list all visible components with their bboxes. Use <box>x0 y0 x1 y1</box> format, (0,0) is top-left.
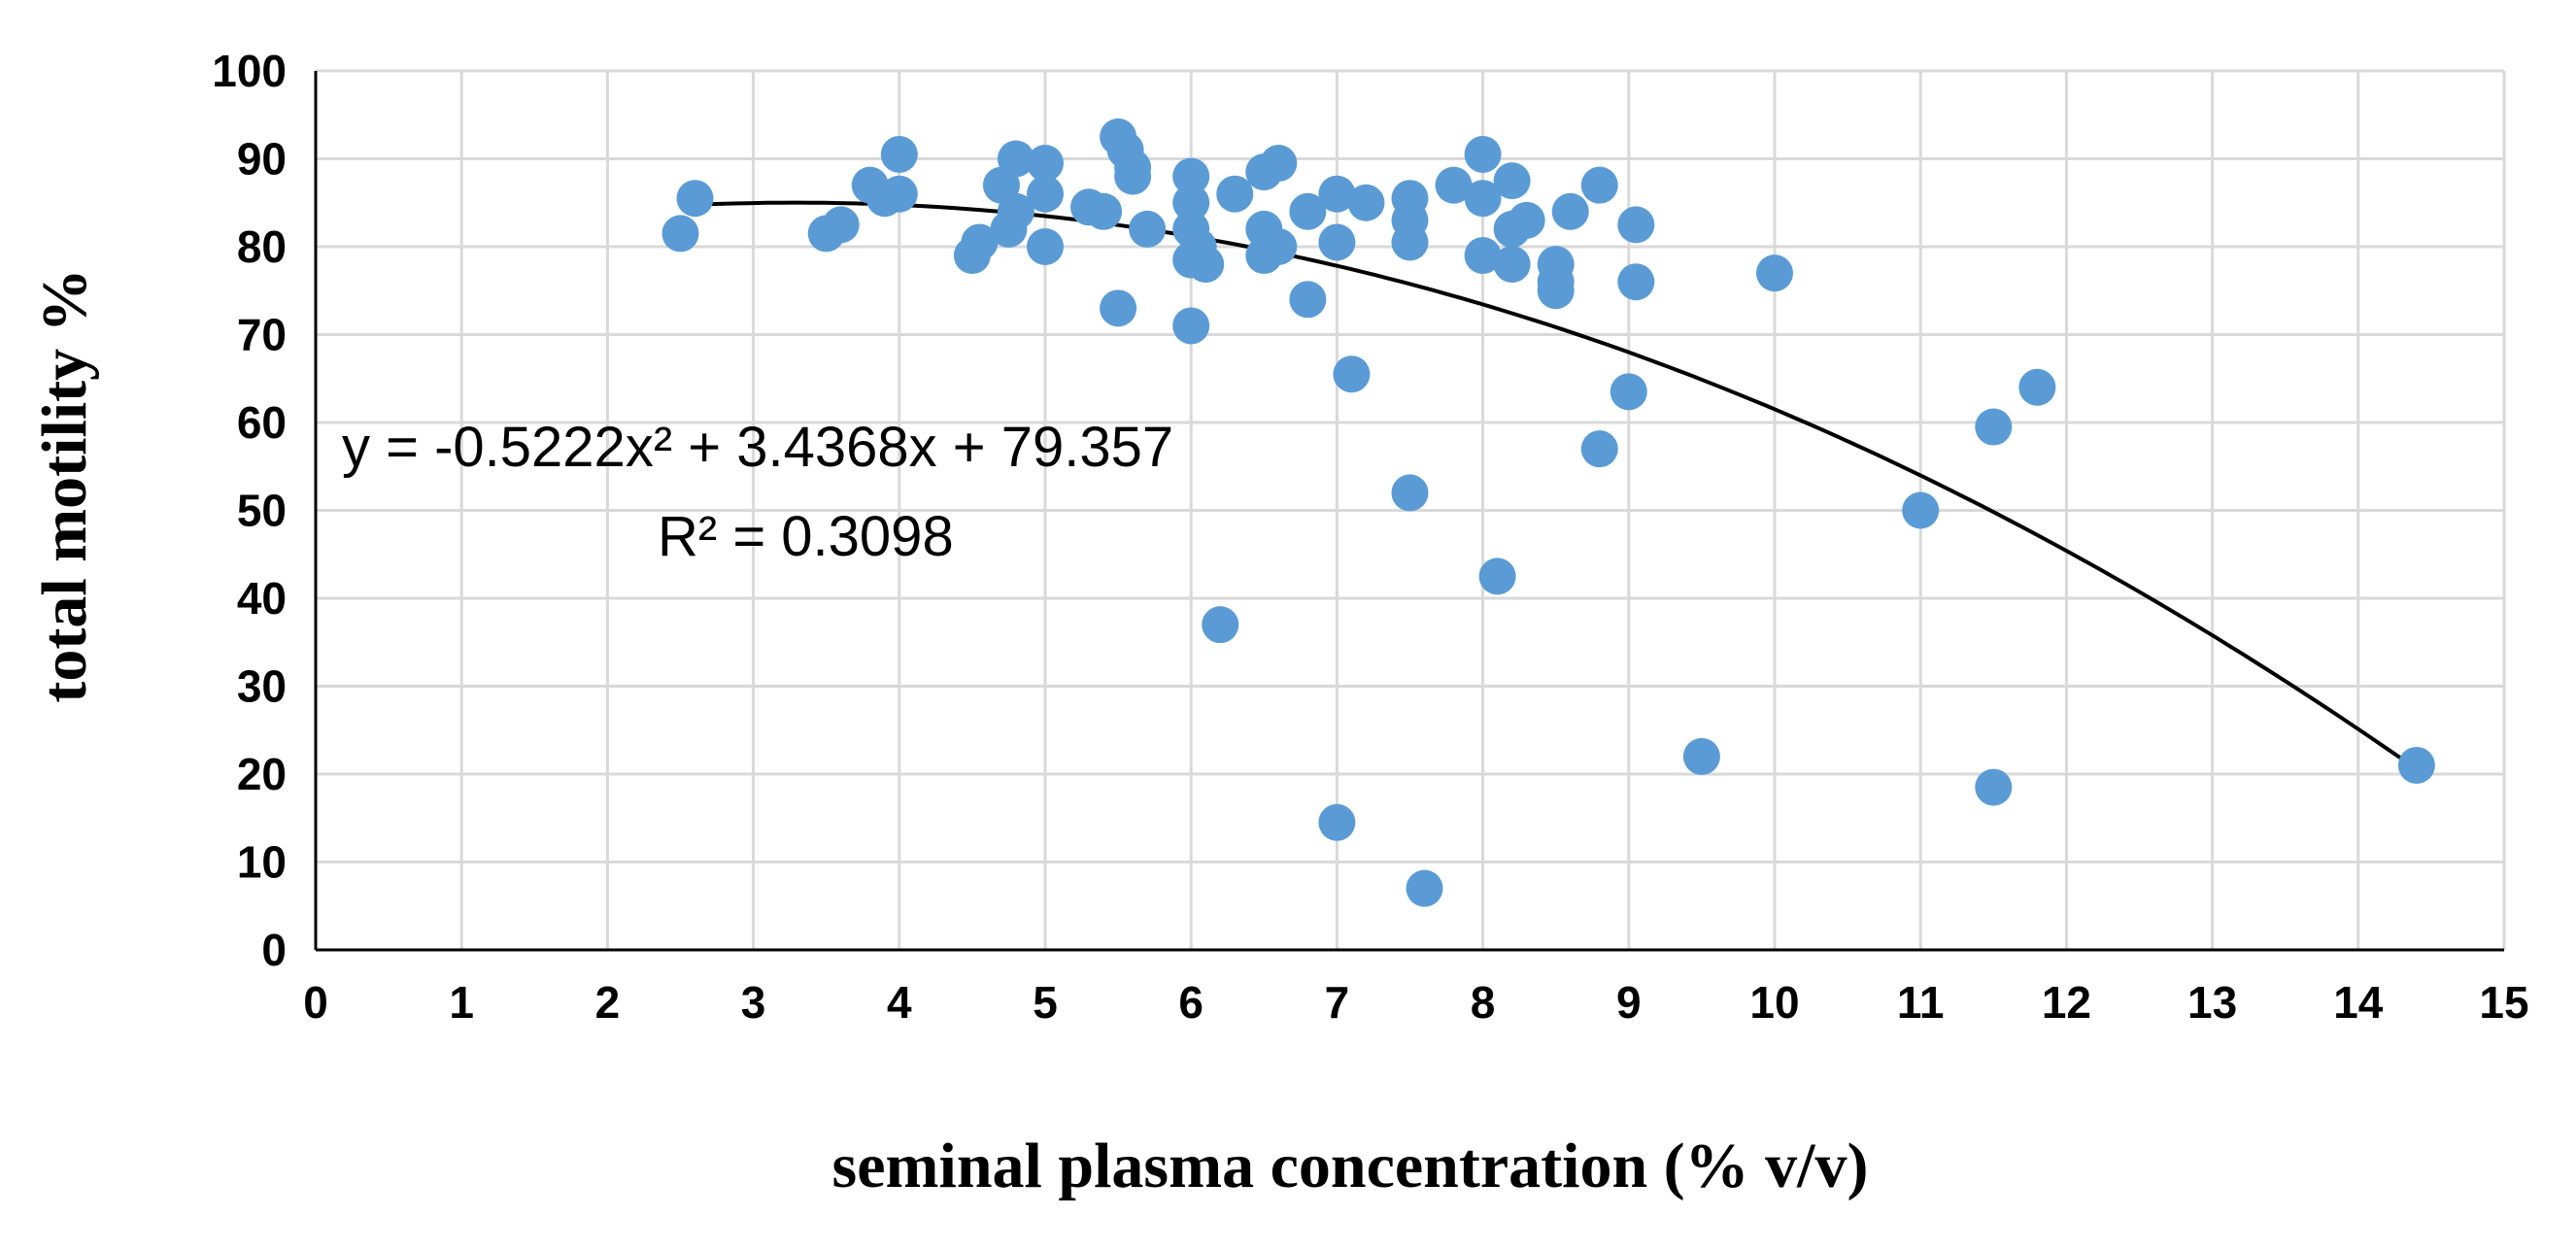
data-point <box>1493 246 1531 284</box>
x-tick-label: 0 <box>303 977 328 1028</box>
data-point <box>1975 768 2013 806</box>
y-tick-label: 20 <box>237 749 287 799</box>
data-point <box>1347 184 1385 221</box>
y-tick-label: 40 <box>237 573 287 624</box>
data-point <box>961 223 999 261</box>
x-tick-label: 9 <box>1616 977 1642 1028</box>
data-point <box>1289 192 1327 230</box>
data-point <box>1318 175 1356 213</box>
data-point <box>1464 237 1502 275</box>
data-point <box>1391 223 1429 261</box>
data-point <box>1464 135 1502 173</box>
x-tick-label: 7 <box>1325 977 1350 1028</box>
data-points <box>661 118 2435 907</box>
x-tick-label: 3 <box>741 977 766 1028</box>
data-point <box>1318 803 1356 841</box>
data-point <box>1617 263 1655 301</box>
data-point <box>1172 307 1210 345</box>
trendline-equation: y = -0.5222x² + 3.4368x + 79.357 <box>342 416 1173 479</box>
data-point <box>1682 737 1720 775</box>
data-point <box>1085 192 1123 230</box>
data-point <box>1333 355 1371 393</box>
data-point <box>1464 180 1502 218</box>
data-point <box>1551 192 1589 230</box>
data-point <box>1260 145 1298 183</box>
trendline <box>680 200 2419 771</box>
data-point <box>1508 201 1545 239</box>
data-point <box>1478 557 1516 595</box>
x-tick-label: 15 <box>2479 977 2528 1028</box>
r-squared-label: R² = 0.3098 <box>658 505 954 568</box>
data-point <box>2018 368 2056 406</box>
x-axis-title: seminal plasma concentration (% v/v) <box>832 1131 1869 1201</box>
data-point <box>1617 206 1655 244</box>
x-tick-label: 4 <box>887 977 912 1028</box>
trendline-group <box>680 200 2419 771</box>
x-tick-label: 11 <box>1897 977 1945 1028</box>
data-point <box>1202 606 1239 644</box>
data-point <box>1435 166 1473 204</box>
x-tick-label: 6 <box>1178 977 1203 1028</box>
data-point <box>1114 157 1152 195</box>
data-point <box>1975 408 2013 446</box>
data-point <box>1537 272 1575 310</box>
data-point <box>1493 162 1531 200</box>
y-axis-title: total motility % <box>29 268 100 702</box>
y-tick-label: 50 <box>237 486 287 536</box>
x-tick-label: 13 <box>2187 977 2237 1028</box>
data-point <box>1129 210 1167 248</box>
x-tick-labels: 0 1 2 3 4 5 6 7 8 9 10 11 12 13 14 15 <box>303 977 2528 1028</box>
data-point <box>1100 289 1137 327</box>
x-tick-label: 12 <box>2042 977 2091 1028</box>
data-point <box>1406 869 1443 907</box>
data-point <box>1580 166 1618 204</box>
data-point <box>1289 281 1327 319</box>
data-point <box>1216 175 1254 213</box>
y-tick-labels: 0 10 20 30 40 50 60 70 80 90 100 <box>212 46 287 975</box>
data-point <box>1027 175 1064 213</box>
data-point <box>1172 184 1210 221</box>
y-tick-label: 60 <box>237 397 287 448</box>
data-point <box>880 175 918 213</box>
data-point <box>822 206 860 244</box>
data-point <box>1756 254 1793 292</box>
axes <box>314 71 2504 952</box>
data-point <box>1580 430 1618 468</box>
x-tick-label: 2 <box>595 977 621 1028</box>
x-tick-label: 1 <box>449 977 474 1028</box>
y-tick-label: 0 <box>261 925 287 975</box>
data-point <box>1391 474 1429 512</box>
data-point <box>1027 228 1064 265</box>
data-point <box>1318 223 1356 261</box>
data-point <box>997 140 1034 178</box>
data-point <box>1027 145 1064 183</box>
data-point <box>1610 373 1647 411</box>
y-tick-label: 30 <box>237 661 287 712</box>
y-tick-label: 80 <box>237 221 287 272</box>
data-point <box>1172 157 1210 195</box>
data-point <box>2397 746 2435 784</box>
data-point <box>880 135 918 173</box>
x-tick-label: 5 <box>1033 977 1058 1028</box>
data-point <box>997 192 1034 230</box>
data-point <box>1187 246 1225 284</box>
x-tick-label: 8 <box>1471 977 1496 1028</box>
x-tick-label: 14 <box>2333 977 2384 1028</box>
y-tick-label: 90 <box>237 134 287 185</box>
data-point <box>1260 228 1298 265</box>
y-tick-label: 10 <box>237 837 287 888</box>
data-point <box>676 180 714 218</box>
data-point <box>1902 491 1940 529</box>
data-point <box>661 215 699 253</box>
x-tick-label: 10 <box>1749 977 1799 1028</box>
y-tick-label: 100 <box>212 46 287 96</box>
y-tick-label: 70 <box>237 310 287 360</box>
